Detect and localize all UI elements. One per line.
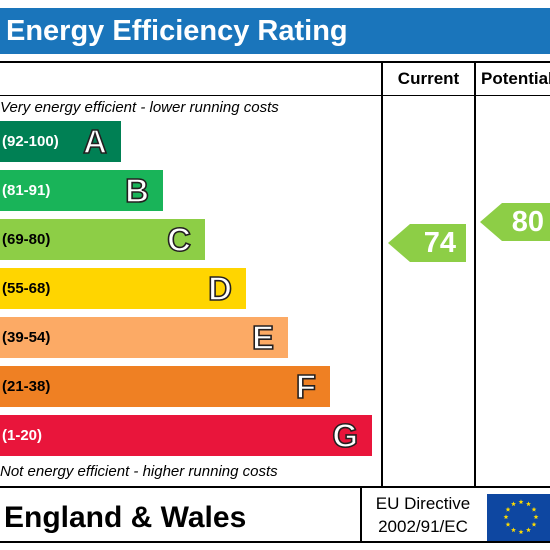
- eu-star-icon: [518, 529, 524, 535]
- eu-star-icon: [531, 521, 537, 527]
- band-b-range: (81-91): [2, 182, 51, 199]
- directive-line-2: 2002/91/EC: [378, 517, 468, 536]
- band-g: (1-20) G: [0, 415, 372, 456]
- frame-header-divider: [0, 95, 550, 96]
- band-g-letter: G: [332, 416, 359, 455]
- potential-rating-arrow: 80: [480, 203, 550, 241]
- band-f: (21-38) F: [0, 366, 330, 407]
- potential-rating-value: 80: [511, 206, 544, 238]
- band-b: (81-91) B: [0, 170, 163, 211]
- eu-star-icon: [511, 527, 516, 533]
- band-c-letter: C: [166, 220, 191, 259]
- frame-footer-divider: [360, 487, 362, 542]
- top-caption: Very energy efficient - lower running co…: [0, 99, 279, 116]
- band-d: (55-68) D: [0, 268, 246, 309]
- frame-bottom-line: [0, 541, 550, 543]
- frame-footer-line: [0, 486, 550, 488]
- eu-star-icon: [511, 501, 516, 507]
- band-f-letter: F: [295, 367, 317, 406]
- current-rating-arrow: 74: [388, 224, 466, 262]
- band-c-range: (69-80): [2, 231, 51, 248]
- frame-column-divider-right: [474, 61, 476, 487]
- band-c: (69-80) C: [0, 219, 205, 260]
- frame-column-divider-left: [381, 61, 383, 487]
- frame-top-line: [0, 61, 550, 63]
- band-a: (92-100) A: [0, 121, 121, 162]
- eu-star-icon: [533, 514, 539, 520]
- band-d-range: (55-68): [2, 280, 51, 297]
- band-e-letter: E: [251, 318, 275, 357]
- eu-star-icon: [505, 521, 511, 527]
- band-e: (39-54) E: [0, 317, 288, 358]
- eu-flag-icon: [487, 494, 550, 541]
- band-b-letter: B: [124, 171, 149, 210]
- eu-star-icon: [505, 506, 511, 512]
- eu-star-icon: [531, 506, 537, 512]
- current-rating-value: 74: [423, 227, 456, 259]
- band-f-range: (21-38): [2, 378, 51, 395]
- band-g-range: (1-20): [2, 427, 43, 444]
- bottom-caption: Not energy efficient - higher running co…: [0, 463, 278, 480]
- band-e-range: (39-54): [2, 329, 51, 346]
- eu-star-icon: [503, 514, 509, 520]
- band-d-letter: D: [207, 269, 232, 308]
- eu-stars: [503, 499, 539, 535]
- band-a-range: (92-100): [2, 133, 59, 150]
- chart-title: Energy Efficiency Rating: [0, 8, 550, 54]
- country-label: England & Wales: [4, 501, 247, 534]
- potential-column-header: Potential: [481, 69, 550, 88]
- directive-line-1: EU Directive: [375, 494, 471, 513]
- current-column-header: Current: [397, 69, 460, 88]
- band-a-letter: A: [82, 122, 107, 161]
- eu-star-icon: [526, 527, 531, 533]
- eu-star-icon: [518, 499, 524, 505]
- eu-star-icon: [526, 501, 531, 507]
